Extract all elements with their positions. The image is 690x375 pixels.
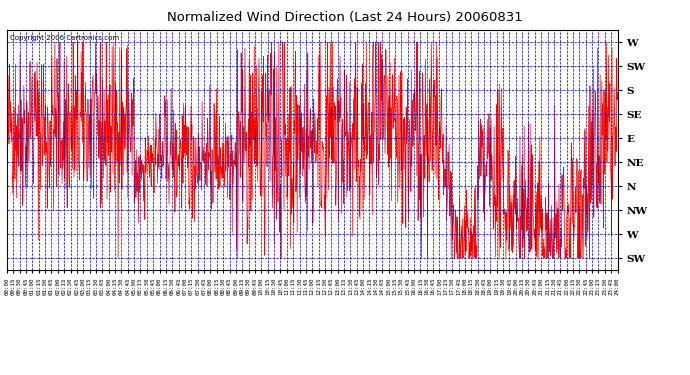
Text: Copyright 2006 Cartronics.com: Copyright 2006 Cartronics.com (10, 35, 119, 41)
Text: Normalized Wind Direction (Last 24 Hours) 20060831: Normalized Wind Direction (Last 24 Hours… (167, 11, 523, 24)
